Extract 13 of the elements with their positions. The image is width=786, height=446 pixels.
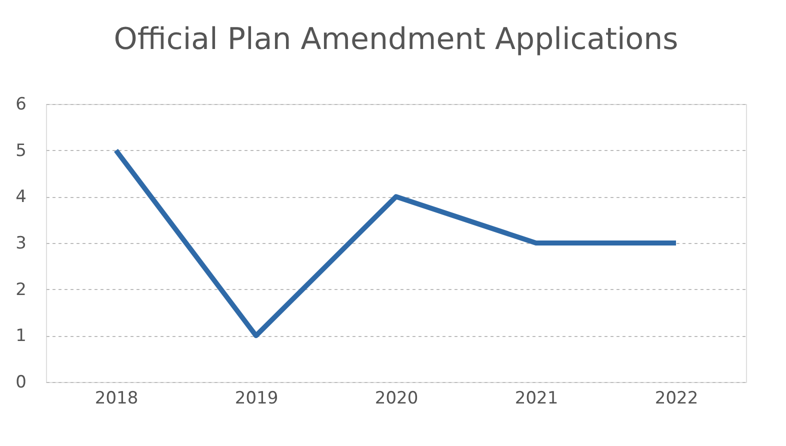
x-tick-label: 2019 (234, 388, 278, 408)
y-tick-label: 4 (16, 187, 26, 208)
x-tick-label: 2021 (514, 388, 558, 408)
y-tick-label: 2 (16, 280, 26, 300)
chart-title: Official Plan Amendment Applications (114, 22, 678, 57)
y-tick-label: 5 (16, 140, 26, 161)
y-tick-label: 3 (16, 234, 26, 254)
y-tick-label: 6 (16, 94, 26, 114)
x-tick-label: 2020 (374, 388, 418, 408)
y-tick-label: 1 (16, 326, 26, 346)
x-tick-label: 2022 (654, 388, 698, 408)
x-tick-label: 2018 (94, 388, 138, 408)
y-tick-label: 0 (16, 372, 26, 392)
